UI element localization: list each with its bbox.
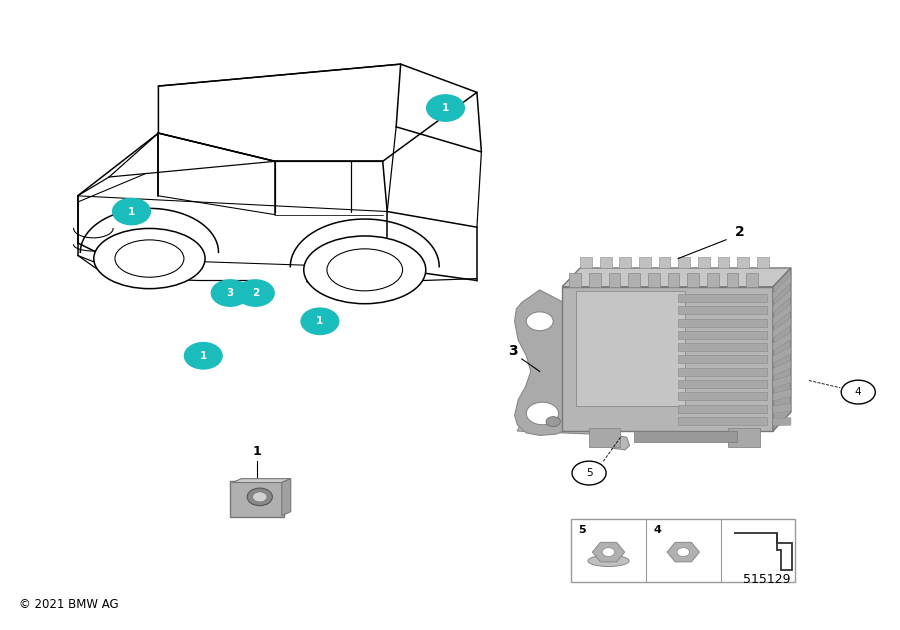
Circle shape	[526, 402, 559, 425]
Text: 4: 4	[855, 387, 861, 397]
Circle shape	[427, 95, 464, 121]
Bar	[639, 256, 651, 268]
Bar	[726, 273, 738, 287]
Polygon shape	[282, 479, 291, 515]
Text: 2: 2	[252, 288, 259, 298]
Bar	[678, 294, 767, 302]
Text: 5: 5	[586, 468, 592, 478]
Bar	[580, 256, 592, 268]
Circle shape	[253, 492, 267, 502]
Ellipse shape	[588, 555, 629, 566]
Bar	[688, 273, 699, 287]
Bar	[678, 404, 767, 413]
Bar	[659, 256, 670, 268]
Polygon shape	[232, 479, 291, 483]
Bar	[678, 355, 767, 364]
Polygon shape	[773, 275, 791, 301]
Circle shape	[212, 280, 249, 306]
Bar	[648, 273, 660, 287]
Bar	[678, 417, 767, 425]
Bar	[746, 273, 758, 287]
Text: 3: 3	[227, 288, 234, 298]
Bar	[678, 343, 767, 351]
Circle shape	[248, 488, 273, 506]
Ellipse shape	[327, 249, 402, 291]
Circle shape	[677, 547, 689, 556]
Ellipse shape	[94, 229, 205, 289]
Polygon shape	[773, 389, 791, 401]
Bar	[572, 519, 796, 581]
Bar	[678, 380, 767, 388]
Bar	[589, 273, 601, 287]
Bar	[706, 273, 719, 287]
Circle shape	[302, 308, 338, 335]
Bar	[570, 273, 581, 287]
Polygon shape	[773, 304, 791, 326]
Bar	[668, 273, 680, 287]
Text: 1: 1	[128, 207, 135, 217]
Text: 3: 3	[508, 344, 518, 358]
Bar	[608, 273, 620, 287]
Polygon shape	[773, 289, 791, 313]
Circle shape	[526, 312, 554, 331]
Text: 515129: 515129	[743, 573, 791, 586]
Bar	[678, 392, 767, 400]
Bar	[678, 368, 767, 375]
Bar	[757, 256, 769, 268]
Bar	[634, 431, 737, 442]
Polygon shape	[773, 360, 791, 376]
Text: 4: 4	[653, 525, 661, 535]
Polygon shape	[773, 418, 791, 426]
Bar	[628, 273, 640, 287]
Polygon shape	[515, 290, 600, 435]
Bar	[679, 256, 690, 268]
Polygon shape	[773, 318, 791, 338]
Circle shape	[572, 461, 606, 485]
Bar	[678, 331, 767, 339]
Bar	[717, 256, 729, 268]
Polygon shape	[773, 403, 791, 413]
Bar	[698, 256, 710, 268]
Circle shape	[237, 280, 274, 306]
Polygon shape	[773, 268, 791, 431]
Polygon shape	[562, 268, 791, 287]
Polygon shape	[773, 332, 791, 351]
Polygon shape	[773, 346, 791, 364]
Bar	[678, 306, 767, 314]
Circle shape	[184, 343, 222, 369]
Circle shape	[546, 416, 561, 427]
Bar	[562, 287, 773, 431]
Bar	[619, 256, 631, 268]
Bar	[590, 428, 620, 447]
Text: © 2021 BMW AG: © 2021 BMW AG	[19, 598, 119, 611]
Text: 2: 2	[734, 224, 744, 239]
Polygon shape	[518, 421, 629, 450]
Bar	[576, 290, 685, 406]
FancyBboxPatch shape	[230, 481, 284, 517]
Ellipse shape	[304, 236, 426, 304]
Bar	[599, 256, 611, 268]
Circle shape	[112, 198, 150, 225]
Bar	[678, 319, 767, 327]
Text: 1: 1	[316, 316, 323, 326]
Polygon shape	[773, 375, 791, 388]
Bar	[728, 428, 760, 447]
Text: 1: 1	[253, 445, 262, 458]
Text: 1: 1	[200, 351, 207, 361]
Circle shape	[842, 380, 876, 404]
Bar	[737, 256, 749, 268]
Text: 1: 1	[442, 103, 449, 113]
Ellipse shape	[115, 240, 184, 277]
Circle shape	[602, 547, 615, 556]
Text: 5: 5	[579, 525, 586, 535]
